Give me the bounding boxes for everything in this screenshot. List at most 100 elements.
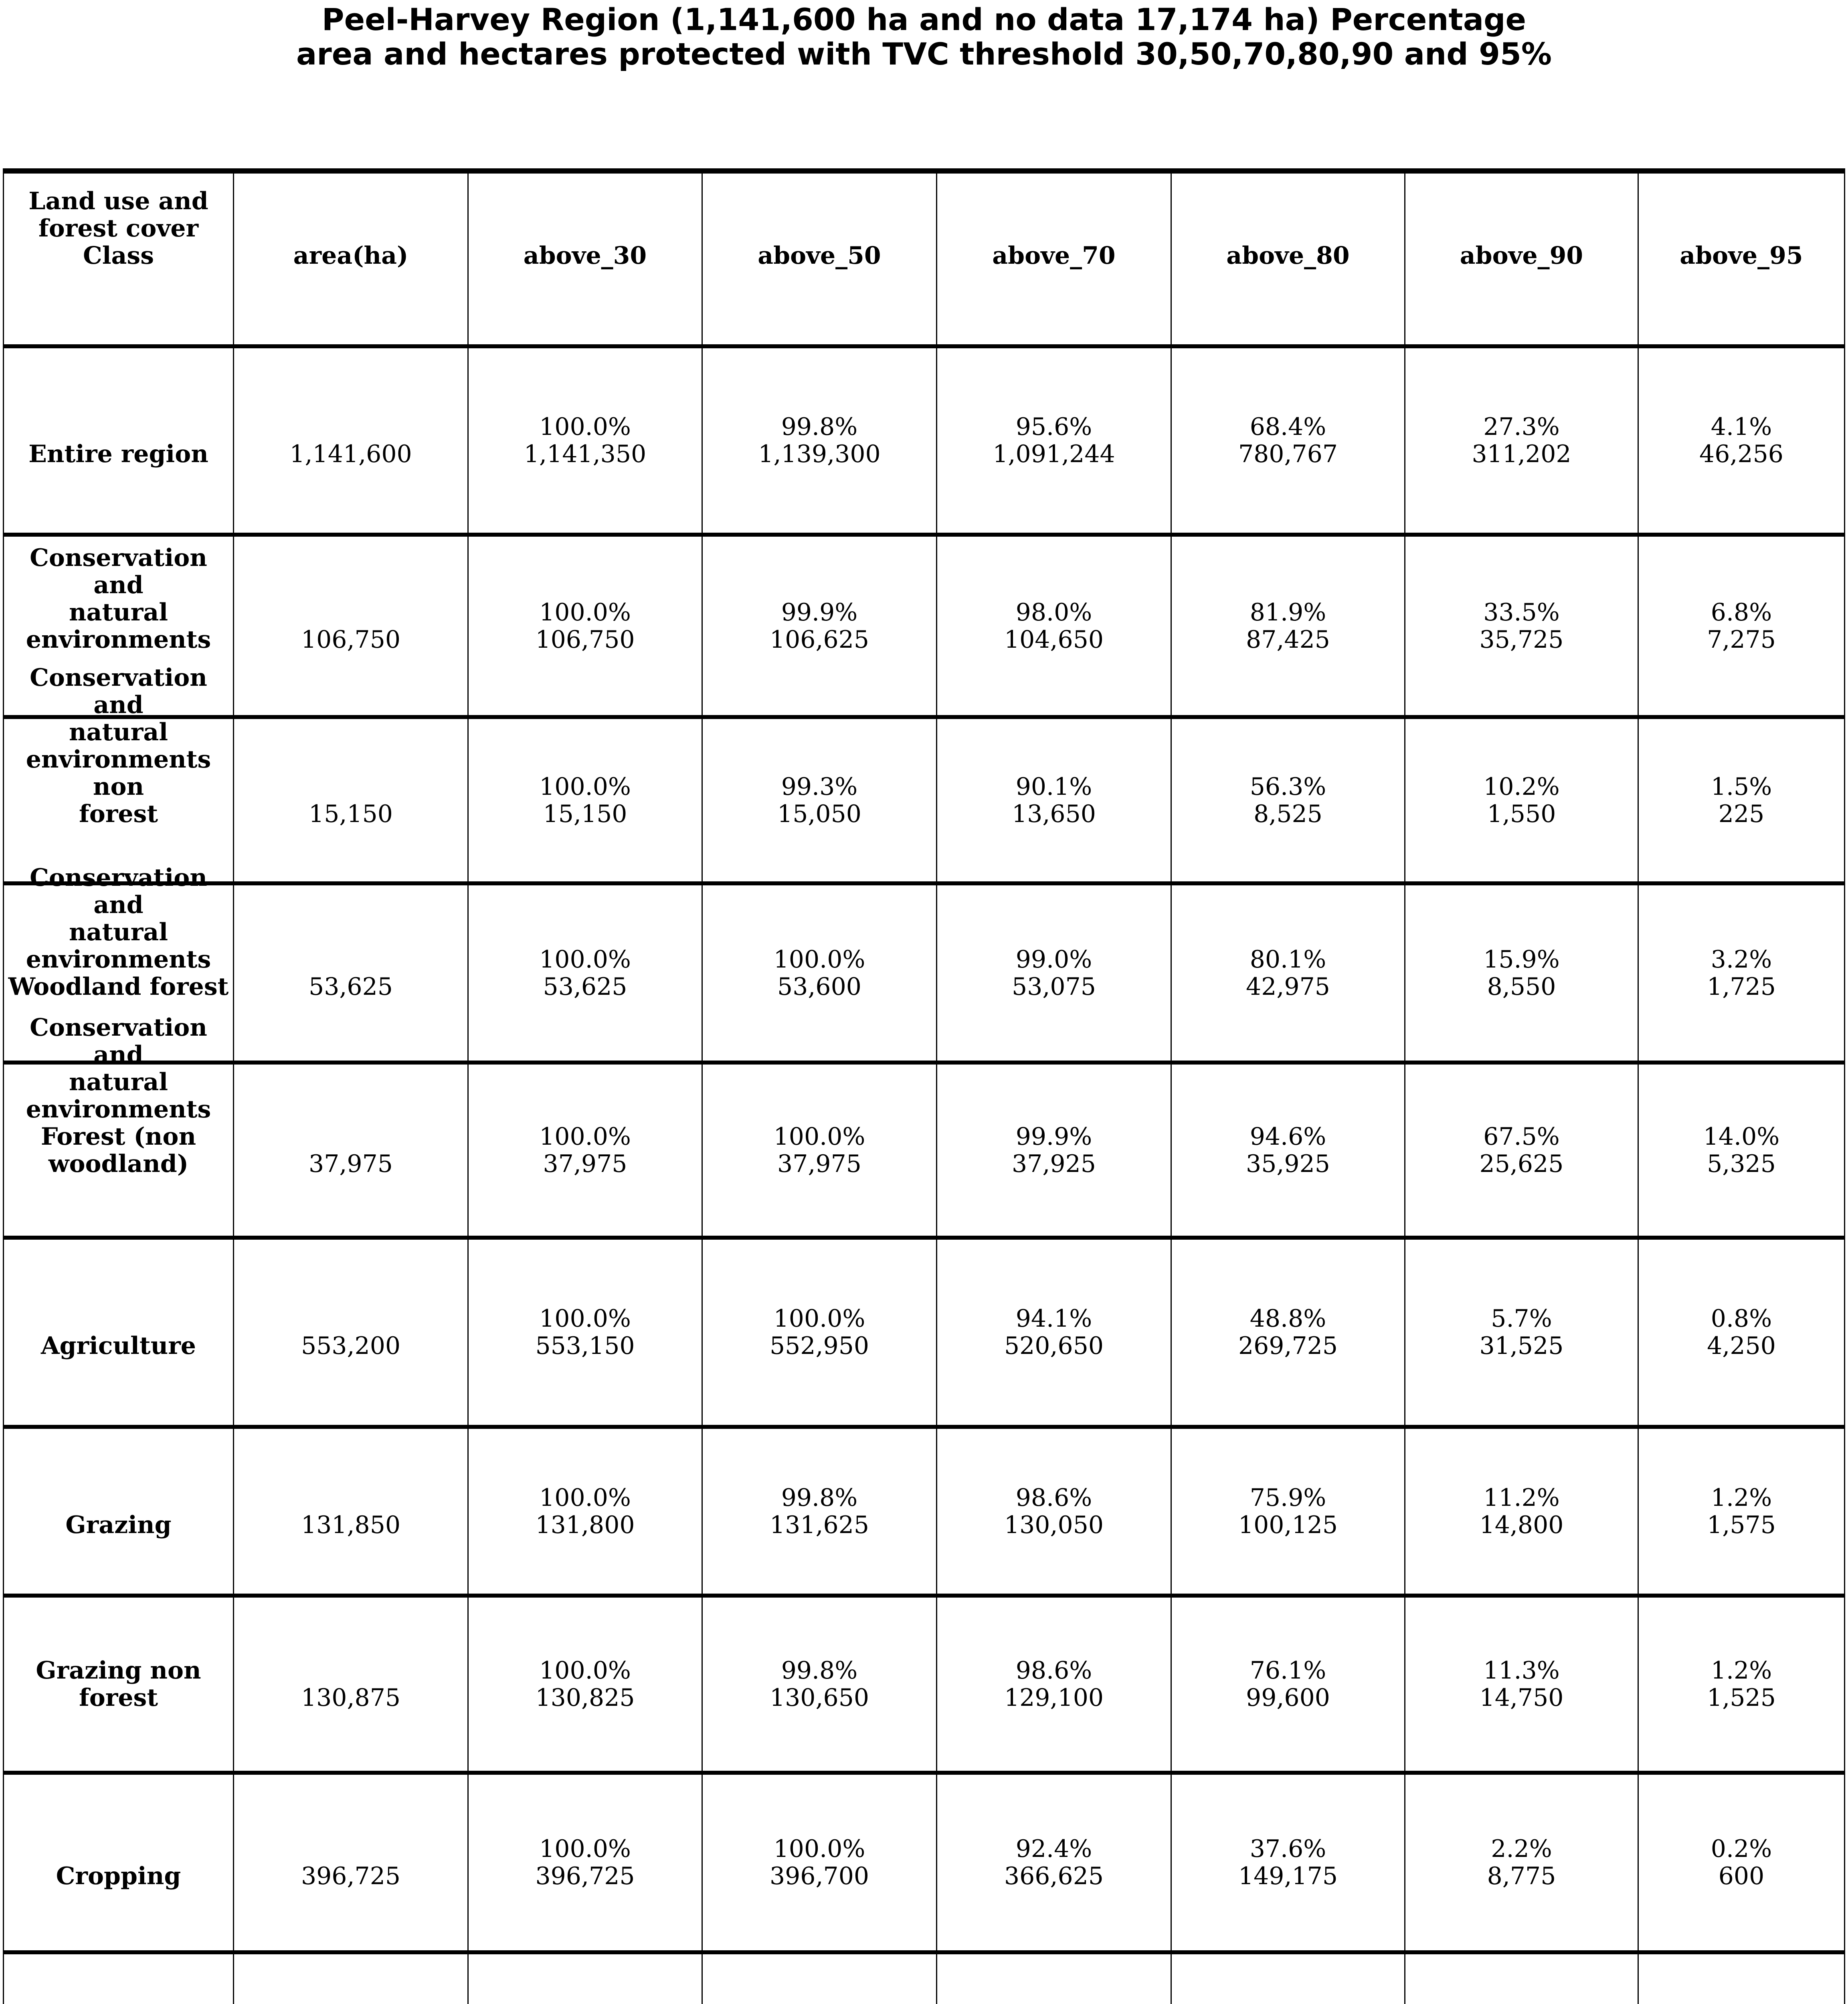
ha-above-90: 8,550 <box>1487 972 1556 1001</box>
ha-above-70: 366,625 <box>1004 1862 1104 1890</box>
pct-above-95: 4.1% <box>1711 413 1772 441</box>
pct-above-95: 0.2% <box>1711 1835 1772 1863</box>
ha-above-90: 35,725 <box>1479 625 1564 654</box>
ha-above-30: 131,800 <box>535 1511 635 1539</box>
pct-above-50: 99.9% <box>781 598 858 626</box>
ha-above-30: 37,975 <box>543 1149 627 1178</box>
column-header-above-50: above_50 <box>758 242 881 270</box>
ha-above-70: 53,075 <box>1012 972 1096 1001</box>
pct-above-90: 11.2% <box>1483 1483 1560 1512</box>
ha-above-90: 1,550 <box>1487 800 1556 828</box>
ha-above-80: 8,525 <box>1254 800 1322 828</box>
ha-above-95: 1,575 <box>1707 1511 1776 1539</box>
row-class-label: Grazing non forest <box>36 1657 201 1712</box>
pct-above-70: 99.0% <box>1015 945 1092 974</box>
table-row: Grazing non forest 130,875 100.0% 130,82… <box>4 1598 1844 1775</box>
table-row: Conservation and natural environments Fo… <box>4 1014 1844 1240</box>
pct-above-30: 100.0% <box>539 772 631 801</box>
table-row: Irrigation 24,625 100.0% 24,625 100.0% 2… <box>4 1954 1844 2004</box>
pct-above-95: 1.2% <box>1711 1657 1772 1685</box>
pct-above-70: 92.4% <box>1015 1835 1092 1863</box>
ha-above-90: 25,625 <box>1479 1149 1564 1178</box>
row-class-label: Conservation and natural environments <box>26 543 211 654</box>
table-row: Conservation and natural environments no… <box>4 664 1844 885</box>
pct-above-30: 100.0% <box>539 1483 631 1512</box>
ha-above-80: 100,125 <box>1238 1511 1338 1539</box>
pct-above-95: 14.0% <box>1703 1122 1780 1151</box>
ha-above-80: 35,925 <box>1246 1149 1330 1178</box>
row-class-label: Conservation and natural environments Wo… <box>8 863 229 1001</box>
title-line-2: area and hectares protected with TVC thr… <box>296 36 1552 72</box>
ha-above-70: 520,650 <box>1004 1332 1104 1360</box>
ha-above-90: 311,202 <box>1472 440 1571 468</box>
pct-above-30: 100.0% <box>539 598 631 626</box>
ha-above-70: 130,050 <box>1004 1511 1104 1539</box>
pct-above-70: 94.1% <box>1015 1305 1092 1333</box>
pct-above-90: 10.2% <box>1483 772 1560 801</box>
ha-above-80: 99,600 <box>1246 1684 1330 1712</box>
pct-above-30: 100.0% <box>539 945 631 974</box>
ha-above-50: 131,625 <box>769 1511 869 1539</box>
row-area-value: 37,975 <box>309 1149 393 1178</box>
row-area-value: 131,850 <box>301 1511 401 1539</box>
pct-above-90: 5.7% <box>1491 1305 1552 1333</box>
pct-above-80: 48.8% <box>1250 1305 1326 1333</box>
ha-above-80: 42,975 <box>1246 972 1330 1001</box>
row-class-label: Conservation and natural environments Fo… <box>26 1013 211 1178</box>
ha-above-50: 130,650 <box>769 1684 869 1712</box>
table-body: Entire region 1,141,600 100.0% 1,141,350… <box>4 348 1844 2004</box>
pct-above-80: 80.1% <box>1250 945 1326 974</box>
ha-above-50: 53,600 <box>777 972 861 1001</box>
pct-above-95: 0.8% <box>1711 1305 1772 1333</box>
ha-above-30: 53,625 <box>543 972 627 1001</box>
pct-above-30: 100.0% <box>539 413 631 441</box>
ha-above-50: 106,625 <box>769 625 869 654</box>
ha-above-95: 7,275 <box>1707 625 1776 654</box>
column-header-above-90: above_90 <box>1460 242 1583 270</box>
ha-above-95: 1,525 <box>1707 1684 1776 1712</box>
ha-above-80: 780,767 <box>1238 440 1338 468</box>
pct-above-70: 98.0% <box>1015 598 1092 626</box>
column-header-area: area(ha) <box>293 242 408 270</box>
ha-above-30: 553,150 <box>535 1332 635 1360</box>
ha-above-95: 4,250 <box>1707 1332 1776 1360</box>
pct-above-50: 99.8% <box>781 1483 858 1512</box>
row-area-value: 53,625 <box>309 972 393 1001</box>
row-area-value: 553,200 <box>301 1332 401 1360</box>
ha-above-30: 15,150 <box>543 800 627 828</box>
row-area-value: 396,725 <box>301 1862 401 1890</box>
ha-above-90: 14,800 <box>1479 1511 1564 1539</box>
column-header-above-95: above_95 <box>1680 242 1803 270</box>
pct-above-50: 100.0% <box>773 1122 865 1151</box>
pct-above-30: 100.0% <box>539 1122 631 1151</box>
pct-above-95: 6.8% <box>1711 598 1772 626</box>
ha-above-90: 14,750 <box>1479 1684 1564 1712</box>
pct-above-30: 100.0% <box>539 1835 631 1863</box>
pct-above-90: 33.5% <box>1483 598 1560 626</box>
data-table: Land use and forest cover Class area(ha)… <box>3 168 1845 2004</box>
column-header-class: Land use and forest cover Class <box>28 187 208 270</box>
table-header-row: Land use and forest cover Class area(ha)… <box>4 174 1844 348</box>
ha-above-30: 1,141,350 <box>524 440 647 468</box>
pct-above-50: 100.0% <box>773 1835 865 1863</box>
ha-above-30: 106,750 <box>535 625 635 654</box>
pct-above-30: 100.0% <box>539 1657 631 1685</box>
pct-above-30: 100.0% <box>539 1305 631 1333</box>
pct-above-80: 37.6% <box>1250 1835 1326 1863</box>
ha-above-80: 87,425 <box>1246 625 1330 654</box>
row-area-value: 106,750 <box>301 625 401 654</box>
pct-above-90: 67.5% <box>1483 1122 1560 1151</box>
pct-above-90: 11.3% <box>1483 1657 1560 1685</box>
pct-above-80: 76.1% <box>1250 1657 1326 1685</box>
row-class-label: Conservation and natural environments no… <box>26 663 211 828</box>
ha-above-90: 31,525 <box>1479 1332 1564 1360</box>
ha-above-50: 15,050 <box>777 800 861 828</box>
pct-above-70: 99.9% <box>1015 1122 1092 1151</box>
pct-above-80: 81.9% <box>1250 598 1326 626</box>
table-row: Conservation and natural environments 10… <box>4 537 1844 719</box>
column-header-above-80: above_80 <box>1226 242 1350 270</box>
pct-above-50: 99.3% <box>781 772 858 801</box>
pct-above-50: 100.0% <box>773 1305 865 1333</box>
pct-above-80: 94.6% <box>1250 1122 1326 1151</box>
